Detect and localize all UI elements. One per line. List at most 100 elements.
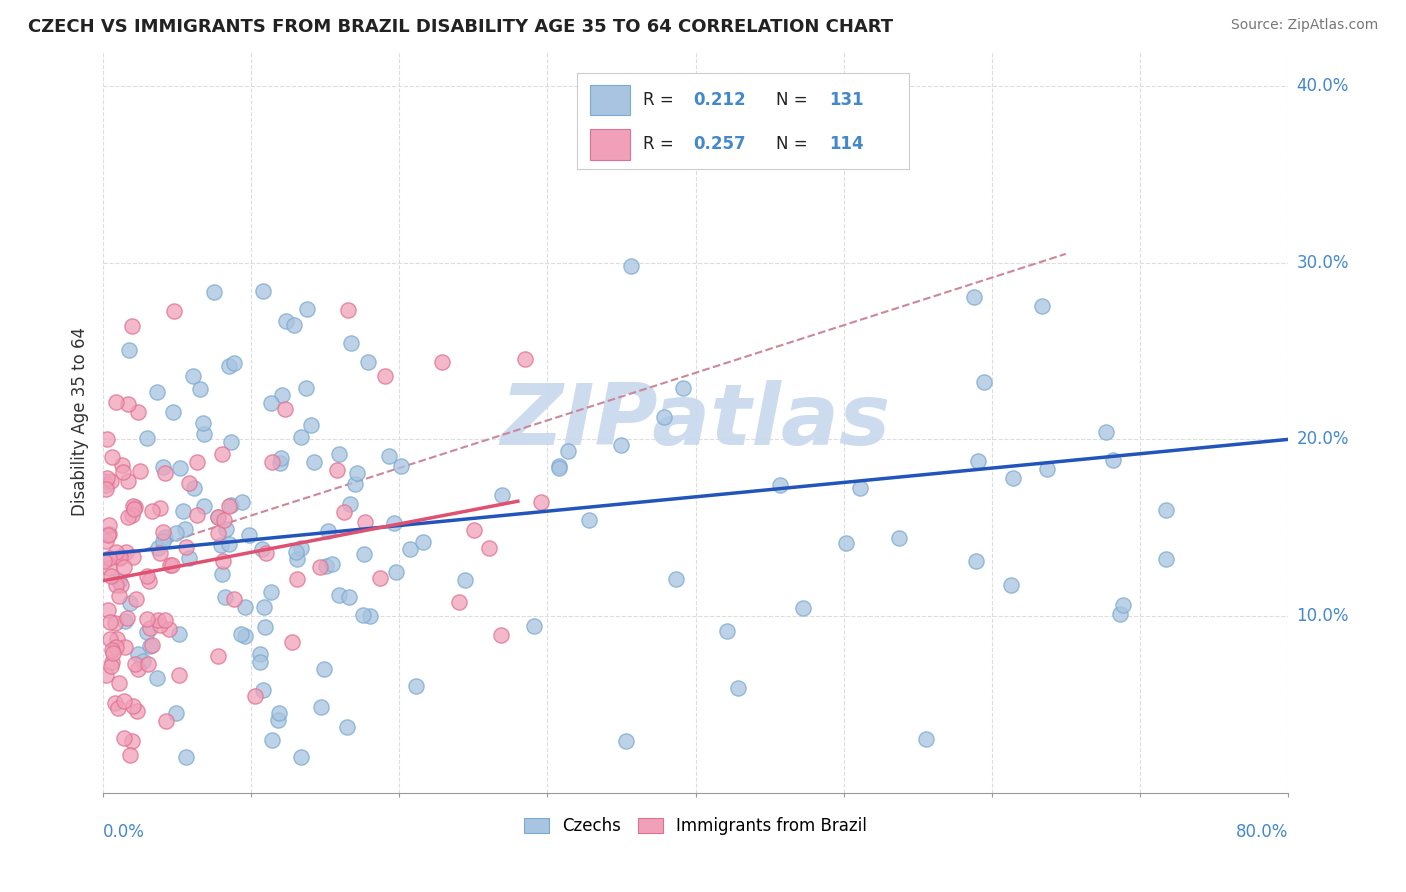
Point <box>152 525 174 540</box>
Point <box>100 450 122 464</box>
Point <box>312 662 335 676</box>
Point <box>328 588 350 602</box>
Point <box>120 596 142 610</box>
Point <box>274 401 297 416</box>
Point <box>253 600 276 615</box>
Point <box>100 474 122 488</box>
Point <box>174 540 197 554</box>
Point <box>412 534 434 549</box>
Point <box>127 405 149 419</box>
Point <box>98 551 121 566</box>
Point <box>238 527 260 541</box>
Point <box>336 720 359 734</box>
Point <box>489 628 512 642</box>
Point <box>233 628 256 642</box>
Point <box>1109 607 1132 622</box>
Point <box>105 640 128 654</box>
Point <box>146 671 169 685</box>
Point <box>222 356 245 370</box>
Point <box>529 494 551 508</box>
Point <box>557 444 579 458</box>
Point <box>405 679 427 693</box>
Point <box>100 569 122 583</box>
Point <box>578 513 600 527</box>
Point <box>96 528 118 542</box>
Point <box>1036 462 1059 476</box>
Point <box>432 355 454 369</box>
Point <box>112 465 135 479</box>
Point <box>284 545 307 559</box>
Point <box>118 343 141 358</box>
Point <box>665 572 688 586</box>
Point <box>522 618 544 632</box>
Point <box>117 611 139 625</box>
Point <box>339 497 361 511</box>
Point <box>259 585 281 599</box>
Point <box>186 455 208 469</box>
Point <box>965 554 987 568</box>
Text: 20.0%: 20.0% <box>1296 431 1348 449</box>
Point <box>125 591 148 606</box>
Point <box>252 683 274 698</box>
Point <box>973 375 995 389</box>
Text: 30.0%: 30.0% <box>1296 253 1348 272</box>
Point <box>162 405 184 419</box>
Point <box>114 614 136 628</box>
Point <box>620 260 643 274</box>
Point <box>219 434 242 449</box>
Point <box>325 463 347 477</box>
Point <box>117 397 139 411</box>
Point <box>672 381 695 395</box>
Point <box>96 433 118 447</box>
Point <box>139 621 162 635</box>
Point <box>101 647 124 661</box>
Point <box>121 733 143 747</box>
Point <box>271 387 294 401</box>
Text: CZECH VS IMMIGRANTS FROM BRAZIL DISABILITY AGE 35 TO 64 CORRELATION CHART: CZECH VS IMMIGRANTS FROM BRAZIL DISABILI… <box>28 18 893 36</box>
Point <box>94 533 117 548</box>
Point <box>155 714 177 729</box>
Point <box>835 536 858 550</box>
Text: Source: ZipAtlas.com: Source: ZipAtlas.com <box>1230 18 1378 32</box>
Point <box>352 607 374 622</box>
Point <box>111 458 134 473</box>
Point <box>215 522 238 536</box>
Point <box>211 538 233 552</box>
Point <box>285 572 308 586</box>
Point <box>389 458 412 473</box>
Point <box>963 290 986 304</box>
Point <box>491 487 513 501</box>
Point <box>97 518 120 533</box>
Point <box>253 620 276 634</box>
Point <box>93 474 115 488</box>
Point <box>94 477 117 491</box>
Point <box>149 501 172 516</box>
Point <box>207 510 229 524</box>
Point <box>122 501 145 516</box>
Point <box>148 541 170 556</box>
Point <box>337 303 360 318</box>
Point <box>716 624 738 639</box>
Point <box>260 455 283 469</box>
Point <box>463 524 485 538</box>
Point <box>769 477 792 491</box>
Point <box>267 706 290 721</box>
Point <box>295 381 318 395</box>
Point <box>382 516 405 531</box>
Point <box>107 574 129 589</box>
Point <box>359 609 381 624</box>
Point <box>160 558 183 572</box>
Point <box>269 456 291 470</box>
Point <box>193 500 215 514</box>
Point <box>357 355 380 369</box>
Point <box>108 675 131 690</box>
Point <box>127 704 149 718</box>
Point <box>218 537 240 551</box>
Point <box>97 561 120 575</box>
Point <box>378 449 401 463</box>
Point <box>218 359 240 373</box>
Point <box>285 551 308 566</box>
Point <box>212 513 235 527</box>
Point <box>267 714 290 728</box>
Point <box>321 557 343 571</box>
